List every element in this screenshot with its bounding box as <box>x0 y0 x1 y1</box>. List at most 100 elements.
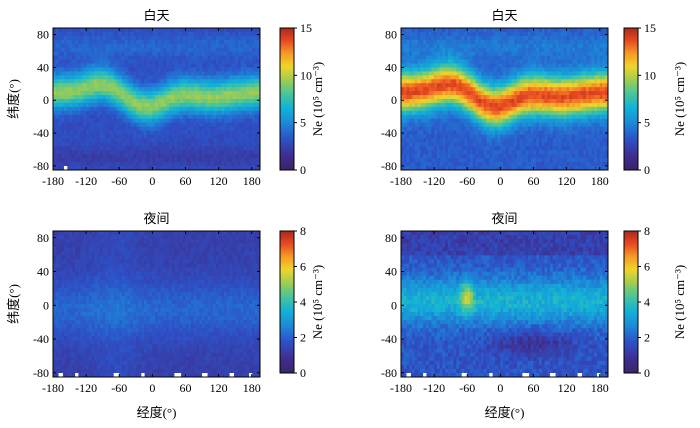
heatmap-cell <box>99 106 104 112</box>
heatmap-cell <box>168 95 173 100</box>
heatmap-cell <box>218 39 222 45</box>
heatmap-cell <box>152 146 156 151</box>
heatmap-cell <box>138 63 142 68</box>
heatmap-cell <box>155 75 159 80</box>
heatmap-cell <box>99 83 104 88</box>
heatmap-cell <box>522 87 526 92</box>
heatmap-cell <box>541 118 545 124</box>
heatmap-cell <box>229 95 233 100</box>
heatmap-cell <box>519 158 523 163</box>
heatmap-cell <box>428 95 432 100</box>
heatmap-cell <box>179 126 184 131</box>
heatmap-cell <box>541 71 545 76</box>
heatmap-cell <box>119 118 123 124</box>
heatmap-cell <box>240 158 244 163</box>
heatmap-cell <box>434 63 438 68</box>
heatmap-cell <box>133 55 137 60</box>
heatmap-cell <box>533 87 537 92</box>
heatmap-cell <box>210 51 214 57</box>
heatmap-cell <box>558 102 562 108</box>
heatmap-cell <box>155 87 159 92</box>
heatmap-cell <box>539 126 543 131</box>
heatmap-cell <box>61 146 65 151</box>
heatmap-cell <box>511 150 515 155</box>
heatmap-cell <box>414 130 418 135</box>
heatmap-cell <box>530 87 534 92</box>
heatmap-cell <box>563 55 567 60</box>
colorbar-segment <box>280 134 294 138</box>
heatmap-cell <box>218 118 222 124</box>
heatmap-cell <box>155 114 159 120</box>
heatmap-cell <box>138 122 142 128</box>
heatmap-cell <box>232 130 236 135</box>
heatmap-cell <box>447 55 452 60</box>
heatmap-cell <box>130 75 134 80</box>
heatmap-cell <box>563 43 567 49</box>
heatmap-cell <box>453 118 457 124</box>
heatmap-cell <box>193 102 197 108</box>
heatmap-cell <box>409 118 413 124</box>
heatmap-cell <box>166 150 170 155</box>
heatmap-cell <box>420 126 424 131</box>
heatmap-cell <box>544 158 548 163</box>
heatmap-cell <box>232 122 236 128</box>
heatmap-cell <box>235 47 239 53</box>
heatmap-cell <box>185 28 189 33</box>
heatmap-cell <box>135 162 139 167</box>
heatmap-cell <box>163 110 167 116</box>
heatmap-cell <box>257 138 261 143</box>
heatmap-cell <box>475 146 479 151</box>
heatmap-cell <box>406 83 410 88</box>
heatmap-cell <box>80 43 84 49</box>
heatmap-cell <box>72 99 76 104</box>
heatmap-cell <box>215 142 219 147</box>
heatmap-cell <box>157 71 162 76</box>
heatmap-cell <box>188 146 192 151</box>
heatmap-cell <box>207 79 211 84</box>
heatmap-cell <box>224 55 228 60</box>
heatmap-cell <box>494 102 498 108</box>
heatmap-cell <box>130 87 134 92</box>
heatmap-cell <box>53 114 57 120</box>
heatmap-cell <box>177 154 181 159</box>
heatmap-cell <box>494 28 498 33</box>
heatmap-cell <box>555 79 559 84</box>
heatmap-cell <box>445 59 449 64</box>
heatmap-cell <box>461 39 465 45</box>
heatmap-cell <box>442 122 446 128</box>
heatmap-cell <box>97 158 101 163</box>
heatmap-cell <box>179 114 184 120</box>
heatmap-cell <box>174 67 178 72</box>
heatmap-cell <box>235 166 239 171</box>
heatmap-cell <box>166 75 170 80</box>
heatmap-cell <box>102 99 106 104</box>
heatmap-cell <box>436 134 441 139</box>
heatmap-cell <box>492 67 496 72</box>
heatmap-cell <box>439 59 443 64</box>
heatmap-cell <box>138 55 142 60</box>
heatmap-cell <box>210 106 214 112</box>
heatmap-cell <box>434 83 438 88</box>
heatmap-cell <box>113 43 117 49</box>
heatmap-cell <box>119 39 123 45</box>
heatmap-cell <box>497 91 501 96</box>
heatmap-cell <box>550 122 554 128</box>
heatmap-cell <box>66 51 70 57</box>
heatmap-cell <box>138 31 142 37</box>
heatmap-cell <box>431 51 435 57</box>
heatmap-cell <box>251 126 255 131</box>
heatmap-cell <box>555 130 559 135</box>
heatmap-cell <box>547 134 551 139</box>
heatmap-cell <box>144 150 148 155</box>
heatmap-cell <box>458 118 463 124</box>
heatmap-cell <box>254 146 258 151</box>
heatmap-cell <box>486 138 490 143</box>
heatmap-cell <box>122 166 126 171</box>
heatmap-cell <box>522 43 526 49</box>
heatmap-cell <box>160 91 164 96</box>
heatmap-cell <box>481 39 485 45</box>
heatmap-cell <box>431 35 435 41</box>
heatmap-cell <box>105 67 109 72</box>
heatmap-cell <box>508 35 512 41</box>
heatmap-cell <box>204 71 208 76</box>
